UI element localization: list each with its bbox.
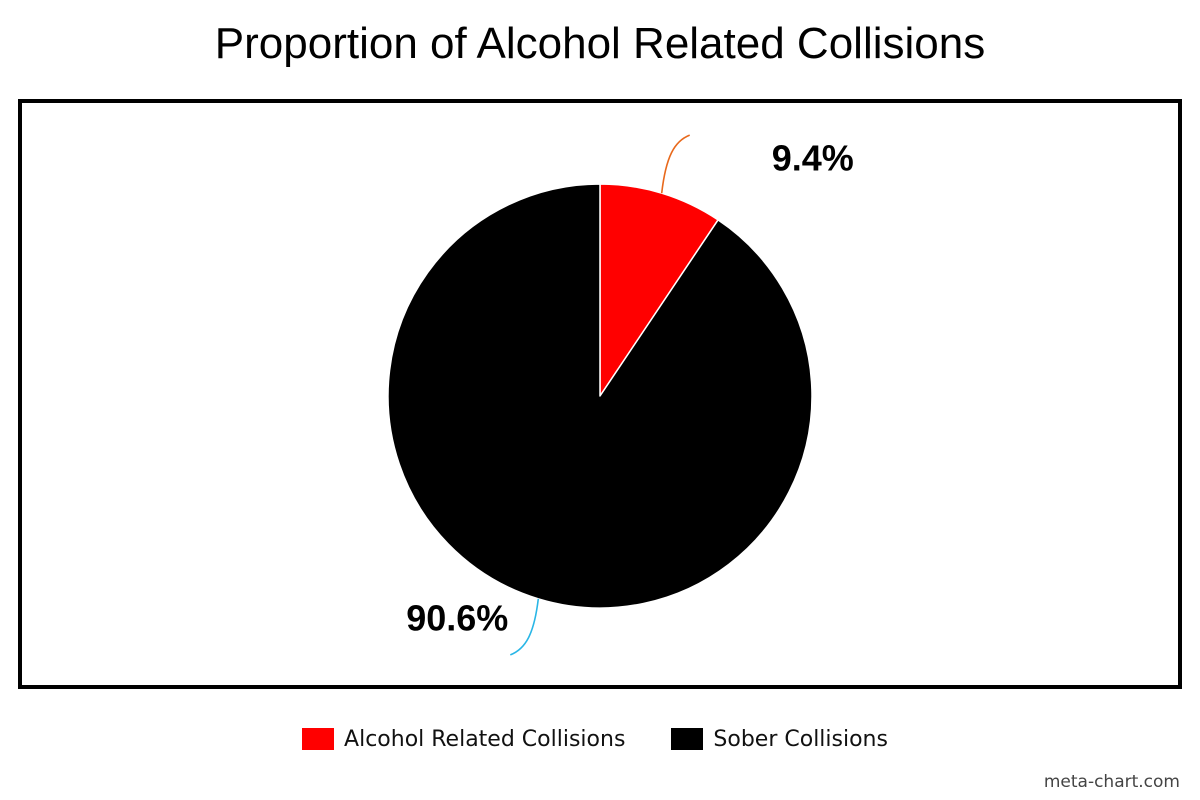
legend-swatch-alcohol	[302, 728, 335, 750]
leader-lines	[509, 134, 691, 656]
data-label-sober: 90.6%	[406, 597, 508, 638]
pie	[387, 183, 813, 609]
legend-label-alcohol: Alcohol Related Collisions	[344, 726, 626, 752]
data-label-alcohol: 9.4%	[772, 138, 854, 179]
pie-slice-sober[interactable]	[387, 183, 813, 609]
pie-slice-alcohol[interactable]	[599, 183, 719, 397]
legend: Alcohol Related Collisions Sober Collisi…	[0, 722, 1200, 756]
chart-title: Proportion of Alcohol Related Collisions	[214, 19, 986, 68]
leader-line-alcohol	[660, 134, 691, 194]
data-labels: 9.4% 90.6%	[406, 138, 854, 639]
legend-label-sober: Sober Collisions	[713, 726, 888, 752]
legend-item-alcohol[interactable]: Alcohol Related Collisions	[302, 727, 625, 752]
legend-item-sober[interactable]: Sober Collisions	[671, 727, 888, 752]
legend-swatch-sober	[671, 728, 704, 750]
leader-line-sober	[509, 598, 540, 656]
watermark-credit[interactable]: meta-chart.com	[1043, 772, 1180, 792]
